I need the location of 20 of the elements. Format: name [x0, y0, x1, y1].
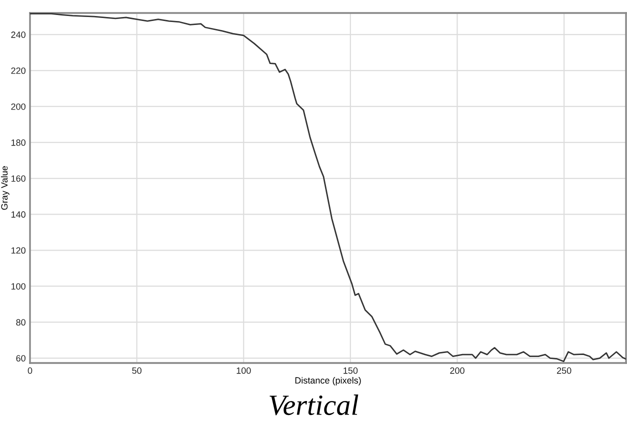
text: Vertical: [270, 394, 358, 416]
y-tick-label: 220: [11, 67, 26, 74]
x-tick-label: 150: [344, 367, 358, 374]
x-tick-label: 250: [556, 367, 572, 374]
x-tick-label: 200: [450, 367, 464, 374]
y-tick-label: 240: [11, 32, 26, 38]
y-axis-title: Gray Value: [0, 166, 10, 210]
y-tick-label: 180: [11, 139, 26, 146]
x-axis-title: Distance (pixels): [295, 376, 361, 386]
y-tick-label: 100: [11, 283, 26, 290]
y-tick-label: 80: [16, 319, 26, 326]
y-tick-label: 160: [11, 175, 26, 182]
y-tick-label: 200: [11, 103, 26, 110]
y-tick-label: 60: [16, 355, 26, 362]
x-tick-label: 50: [132, 367, 142, 374]
x-tick-label: 100: [236, 367, 251, 374]
line-series: [30, 13, 626, 362]
x-tick-label: 0: [28, 367, 32, 374]
y-tick-label: 140: [11, 211, 26, 218]
y-tick-label: 120: [11, 247, 26, 254]
